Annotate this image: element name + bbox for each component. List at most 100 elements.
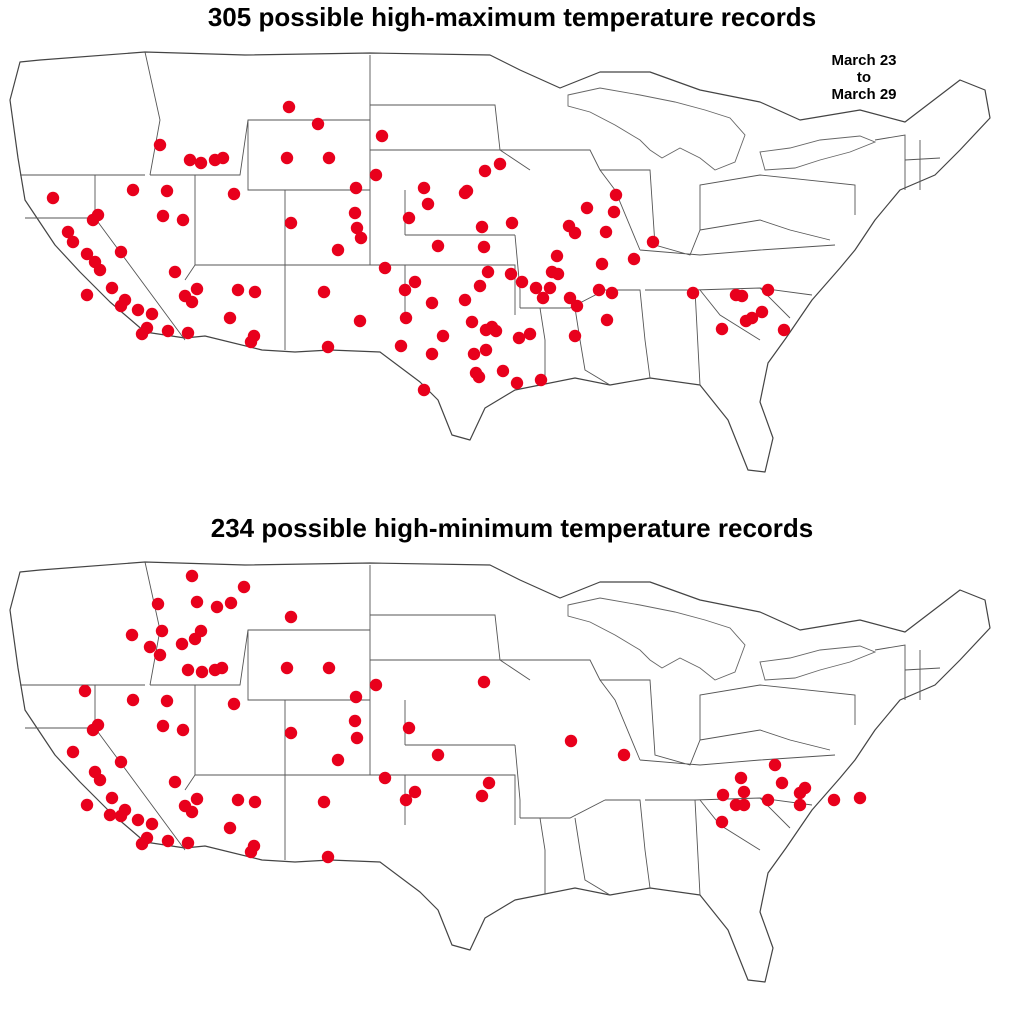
record-point (135, 327, 149, 341)
record-point (161, 324, 175, 338)
record-point (348, 714, 362, 728)
record-point (349, 690, 363, 704)
map-title-high-minimum: 234 possible high-minimum temperature re… (210, 513, 814, 543)
record-point (93, 773, 107, 787)
record-point (481, 265, 495, 279)
record-point (176, 723, 190, 737)
record-point (543, 281, 557, 295)
record-point (489, 324, 503, 338)
record-point (402, 211, 416, 225)
record-point (223, 311, 237, 325)
record-point (716, 788, 730, 802)
record-point (176, 213, 190, 227)
record-point (465, 315, 479, 329)
record-point (311, 117, 325, 131)
record-point (536, 291, 550, 305)
record-point (155, 624, 169, 638)
record-point (131, 303, 145, 317)
record-point (551, 267, 565, 281)
record-point (505, 216, 519, 230)
record-point (853, 791, 867, 805)
record-point (417, 383, 431, 397)
record-point (190, 595, 204, 609)
record-point (398, 283, 412, 297)
record-point (114, 245, 128, 259)
record-point (114, 755, 128, 769)
record-point (284, 610, 298, 624)
record-point (168, 265, 182, 279)
record-point (460, 184, 474, 198)
record-point (408, 275, 422, 289)
record-point (607, 205, 621, 219)
record-point (145, 817, 159, 831)
record-point (550, 249, 564, 263)
record-point (151, 597, 165, 611)
record-point (126, 183, 140, 197)
record-point (609, 188, 623, 202)
record-point (617, 748, 631, 762)
record-point (322, 151, 336, 165)
great-lakes (567, 597, 746, 681)
lake-erie-ontario (759, 135, 877, 171)
record-point (479, 343, 493, 357)
map-title-high-maximum: 305 possible high-maximum temperature re… (207, 2, 817, 32)
great-lakes (567, 87, 746, 171)
date-range-separator: to (856, 69, 872, 86)
record-point (80, 798, 94, 812)
record-point (436, 329, 450, 343)
date-range-end: March 29 (831, 86, 897, 103)
record-point (135, 837, 149, 851)
record-point (183, 153, 197, 167)
record-point (627, 252, 641, 266)
record-point (369, 168, 383, 182)
record-point (284, 726, 298, 740)
record-point (353, 314, 367, 328)
record-point (181, 836, 195, 850)
record-point (105, 281, 119, 295)
record-point (515, 275, 529, 289)
record-point (477, 675, 491, 689)
record-point (175, 637, 189, 651)
record-point (61, 225, 75, 239)
record-point (827, 793, 841, 807)
record-point (231, 283, 245, 297)
record-point (568, 329, 582, 343)
record-point (86, 723, 100, 737)
record-point (78, 684, 92, 698)
record-point (402, 721, 416, 735)
record-point (168, 775, 182, 789)
record-point (737, 798, 751, 812)
us-map-high-maximum (9, 51, 991, 473)
record-point (66, 745, 80, 759)
record-point (185, 805, 199, 819)
record-point (215, 661, 229, 675)
record-point (282, 100, 296, 114)
record-point (431, 239, 445, 253)
record-point (210, 600, 224, 614)
record-point (216, 151, 230, 165)
us-basemap (9, 561, 991, 983)
record-point (190, 282, 204, 296)
record-point (599, 225, 613, 239)
record-point (185, 569, 199, 583)
record-point (231, 793, 245, 807)
record-point (280, 151, 294, 165)
record-point (350, 731, 364, 745)
record-point (105, 791, 119, 805)
record-point (161, 834, 175, 848)
record-point (715, 815, 729, 829)
record-point (160, 184, 174, 198)
record-point (378, 261, 392, 275)
record-point (46, 191, 60, 205)
record-point (350, 221, 364, 235)
record-point (408, 785, 422, 799)
record-point (125, 628, 139, 642)
record-point (227, 697, 241, 711)
record-point (93, 263, 107, 277)
record-point (761, 283, 775, 297)
record-point (761, 793, 775, 807)
record-point (580, 201, 594, 215)
record-point (280, 661, 294, 675)
record-point (369, 678, 383, 692)
record-point (475, 220, 489, 234)
